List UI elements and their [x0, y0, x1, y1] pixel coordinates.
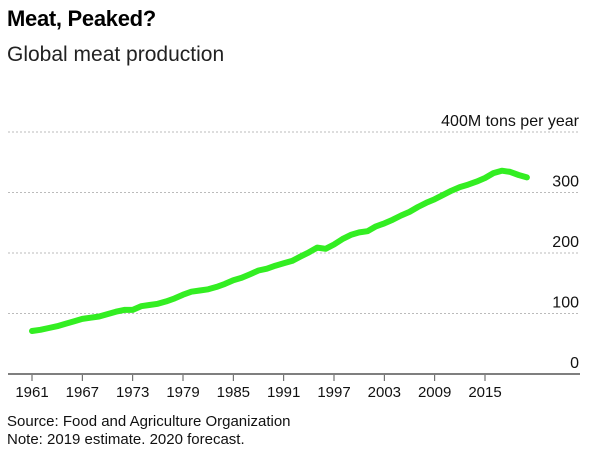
x-tick-label: 1985: [217, 384, 250, 401]
y-axis-tick-labels: 0 100 200 300 400M tons per year: [441, 113, 580, 372]
y-tick-label: 400M tons per year: [441, 113, 580, 130]
series-layer: [29, 167, 530, 334]
x-tick-label: 1979: [166, 384, 199, 401]
x-tick-label: 1991: [267, 384, 300, 401]
y-tick-label: 0: [570, 355, 579, 372]
y-tick-label: 200: [552, 234, 579, 251]
x-tick-label: 1973: [116, 384, 149, 401]
gridlines: [8, 131, 580, 375]
x-tick-label: 1961: [15, 384, 48, 401]
series-line-meat-production: [29, 167, 530, 334]
x-tick-label: 2003: [368, 384, 401, 401]
y-tick-label: 300: [552, 174, 579, 191]
y-tick-label: 100: [552, 295, 579, 312]
x-tick-label: 2009: [418, 384, 451, 401]
source-note: Source: Food and Agriculture Organizatio…: [7, 413, 291, 430]
footnote: Note: 2019 estimate. 2020 forecast.: [7, 431, 245, 448]
x-tick-label: 1997: [317, 384, 350, 401]
x-axis-ticks: 1961 1967 1973 1979 1985 1991 1997 2003 2009 2015: [15, 375, 502, 401]
chart-subtitle: Global meat production: [7, 43, 225, 66]
x-tick-label: 1967: [66, 384, 99, 401]
x-tick-label: 2015: [468, 384, 501, 401]
chart-title: Meat, Peaked?: [7, 6, 156, 31]
